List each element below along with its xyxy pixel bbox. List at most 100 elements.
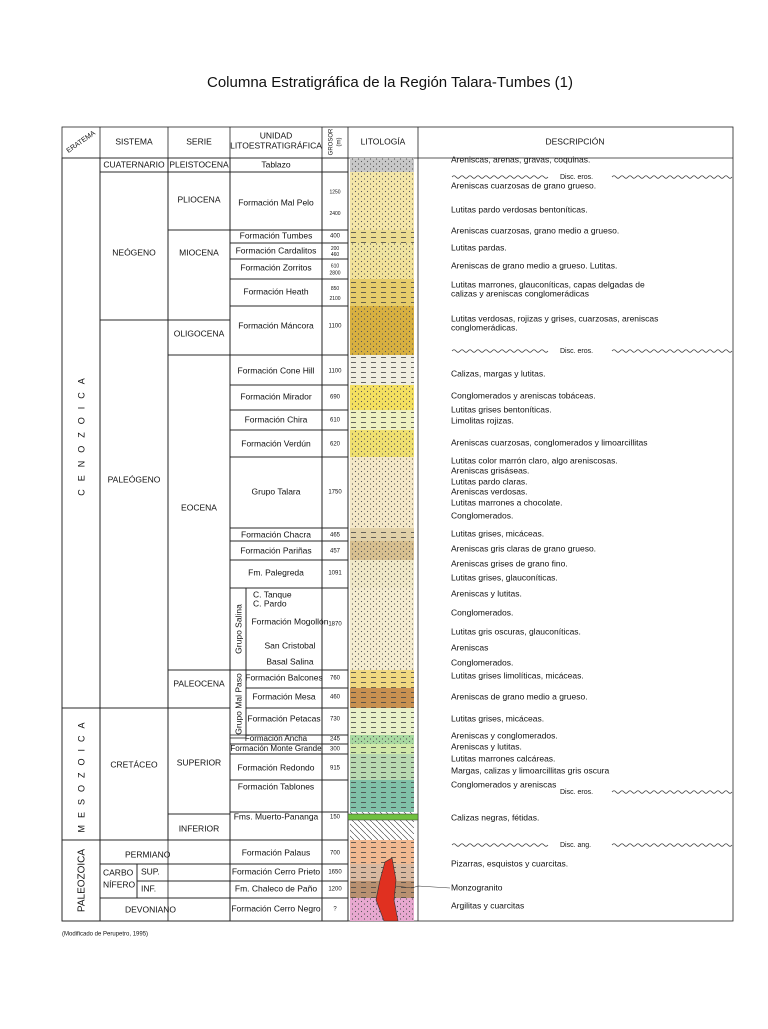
sistema: NÍFERO (103, 879, 136, 889)
description: Lutitas marrones, glauconíticas, capas d… (451, 279, 645, 289)
lithology-pattern (350, 259, 414, 279)
description: Lutitas pardas. (451, 242, 507, 252)
serie: OLIGOCENA (174, 328, 225, 338)
description: Areniscas verdosas. (451, 486, 528, 496)
lithology-pattern (350, 457, 414, 528)
description: Lutitas grises, micáceas. (451, 713, 544, 723)
description: Lutitas pardo verdosas bentoníticas. (451, 204, 588, 214)
thickness: 620 (330, 442, 341, 448)
description: calizas y areniscas conglomerádicas (451, 288, 589, 298)
description: Conglomerados. (451, 607, 513, 617)
thickness: 610 (331, 263, 340, 269)
unconformity-line (611, 843, 733, 847)
serie: EOCENA (181, 502, 217, 512)
description: Lutitas color marrón claro, algo arenisc… (451, 455, 618, 465)
thickness: 1100 (329, 369, 343, 375)
serie: PLIOCENA (178, 194, 221, 204)
unit-name: Formación Máncora (238, 320, 314, 330)
eratema: CENOZOICA (76, 370, 86, 496)
unit-name: Formación Verdún (241, 438, 311, 448)
unit-name: Formación Heath (243, 286, 308, 296)
description: Argilitas y cuarcitas (451, 900, 524, 910)
description: Conglomerados. (451, 510, 513, 520)
lithology-pattern (350, 670, 414, 688)
lithology-pattern (350, 840, 414, 864)
lithology-pattern (350, 708, 414, 735)
thickness: 400 (330, 234, 341, 240)
unit-name: Formación Cerro Negro (231, 903, 321, 913)
unconformity-label: Disc. eros. (560, 348, 593, 355)
thickness: 460 (330, 695, 341, 701)
description: Conglomerados. (451, 657, 513, 667)
lithology-pattern (350, 735, 414, 744)
sistema: DEVONIANO (125, 904, 176, 914)
lithology-pattern (350, 430, 414, 457)
unit-name: Fms. Muerto-Pananga (234, 811, 319, 821)
sistema: CUATERNARIO (103, 159, 165, 169)
unit-name: Fm. Chaleco de Paño (235, 883, 317, 893)
description: Conglomerados y areniscas (451, 779, 556, 789)
thickness: 915 (330, 766, 341, 772)
limestone-bed (347, 813, 419, 821)
description: Areniscas cuarzosas, conglomerados y lim… (451, 437, 648, 447)
description: Pizarras, esquistos y cuarcitas. (451, 858, 568, 868)
description: Areniscas gris claras de grano grueso. (451, 543, 596, 553)
member-name: C. Pardo (253, 598, 287, 608)
lithology-pattern (350, 410, 414, 430)
serie: SUP. (141, 866, 160, 876)
thickness: 610 (330, 418, 341, 424)
description: Lutitas pardo claras. (451, 476, 528, 486)
sistema: PERMIANO (125, 849, 171, 859)
header-descripcion: DESCRIPCIÓN (545, 136, 604, 146)
thickness: ? (333, 907, 337, 913)
description: Areniscas de grano medio a grueso. (451, 691, 588, 701)
unconformity-line (451, 843, 549, 847)
header-sistema: SISTEMA (115, 136, 153, 146)
footnote: (Modificado de Perupetro, 1995) (62, 932, 148, 938)
description: Limolitas rojizas. (451, 415, 514, 425)
lithology-pattern (350, 744, 414, 754)
unconformity-line (611, 790, 733, 794)
description: Lutitas gris oscuras, glauconíticas. (451, 626, 581, 636)
unconformity-line (611, 349, 733, 353)
description: Lutitas grises bentoníticas. (451, 404, 552, 414)
thickness: 760 (330, 676, 341, 682)
unit-name: Formación Mesa (252, 691, 316, 701)
lithology-pattern (350, 588, 414, 670)
serie: PLEISTOCENA (169, 159, 229, 169)
unit-name: Formación Palaus (242, 847, 311, 857)
unit-name: Formación Mirador (240, 391, 311, 401)
lithology-pattern (350, 541, 414, 560)
description: Calizas, margas y lutitas. (451, 368, 545, 378)
unit-name: Formación Chira (245, 414, 308, 424)
thickness: 465 (330, 533, 341, 539)
description: Calizas negras, fétidas. (451, 812, 539, 822)
thickness: 1100 (329, 324, 343, 330)
thickness: 730 (330, 717, 341, 723)
description: Areniscas, arenas, gravas, coquinas. (451, 154, 590, 164)
unit-name: Formación Tablones (238, 781, 314, 791)
thickness: 300 (330, 747, 341, 753)
member-name: Formación Mogollón (251, 616, 328, 626)
unit-name: Formación Zorritos (240, 262, 311, 272)
sistema: CRETÁCEO (110, 759, 158, 769)
description: Areniscas de grano medio a grueso. Lutit… (451, 260, 617, 270)
thickness: 1870 (328, 622, 342, 628)
description: conglomerádicas. (451, 322, 518, 332)
serie: INF. (141, 883, 156, 893)
description: Lutitas grises, glauconíticas. (451, 572, 558, 582)
unit-name: Formación Cone Hill (238, 365, 315, 375)
description: Areniscas cuarzosas de grano grueso. (451, 180, 596, 190)
unit-name: Formación Pariñas (240, 545, 311, 555)
description: Areniscas y conglomerados. (451, 730, 558, 740)
description: Lutitas grises limolíticas, micáceas. (451, 670, 584, 680)
sistema: CARBO (103, 867, 134, 877)
thickness: 700 (330, 851, 341, 857)
unit-name: Formación Monte Grande (230, 744, 322, 753)
lithology-pattern (350, 243, 414, 259)
lithology-pattern (350, 780, 414, 812)
thickness: 200 (331, 246, 340, 252)
member-name: San Cristobal (264, 640, 315, 650)
header-unidad: UNIDAD (260, 130, 293, 140)
